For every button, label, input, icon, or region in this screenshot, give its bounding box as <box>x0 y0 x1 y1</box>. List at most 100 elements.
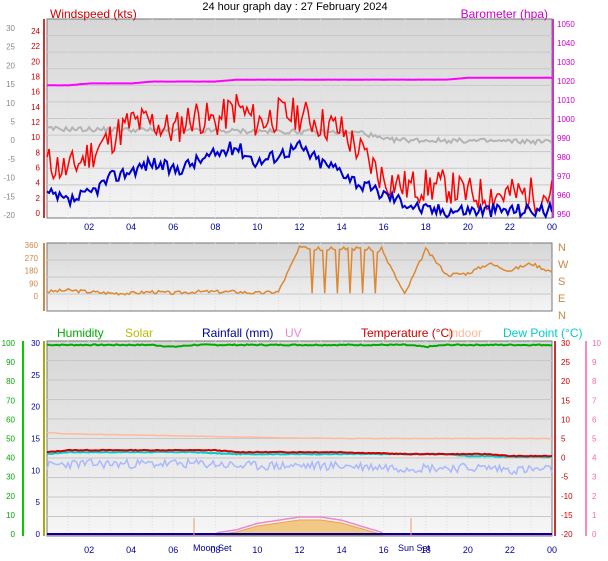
legend-dew-point: Dew Point (°C) <box>503 326 582 340</box>
temperature-tick-label: 0 <box>561 454 566 463</box>
direction-tick-label: 270 <box>25 254 39 263</box>
barometer-trace-line <box>46 125 553 146</box>
humidity-tick-label: 90 <box>6 358 15 367</box>
left-outer-tick-label: -5 <box>8 155 16 164</box>
uv-tick-label: 10 <box>592 339 601 348</box>
windspeed-tick-label: 22 <box>31 42 40 51</box>
humidity-tick-label: 50 <box>6 435 15 444</box>
x-tick-label-bottom: 18 <box>421 545 431 555</box>
solar-tick-label: 20 <box>31 403 40 412</box>
direction-tick-label: 0 <box>34 292 39 301</box>
x-tick-label-top: 04 <box>126 222 136 232</box>
barometer-tick-label: 1050 <box>557 20 575 29</box>
legend-temperature: Temperature (°C) <box>361 326 453 340</box>
feels-like-line <box>46 457 553 476</box>
uv-tick-label: 8 <box>592 377 597 386</box>
temperature-grid <box>47 341 552 536</box>
windspeed-tick-label: 24 <box>31 27 40 36</box>
uv-tick-label: 0 <box>592 530 597 539</box>
temperature-tick-label: 30 <box>561 339 570 348</box>
compass-label: E <box>558 293 565 305</box>
windspeed-tick-label: 12 <box>31 118 40 127</box>
x-tick-label-bottom: 20 <box>463 545 473 555</box>
legend-solar: Solar <box>125 326 153 340</box>
humidity-tick-label: 40 <box>6 454 15 463</box>
x-tick-label-top: 12 <box>294 222 304 232</box>
x-tick-label-bottom: 10 <box>252 545 262 555</box>
windspeed-tick-label: 2 <box>36 194 41 203</box>
left-outer-tick-label: -15 <box>3 192 15 201</box>
temperature-tick-label: 25 <box>561 358 570 367</box>
humidity-tick-label: 10 <box>6 511 15 520</box>
x-tick-label-bottom: 22 <box>505 545 515 555</box>
windspeed-label: Windspeed (kts) <box>50 7 137 21</box>
uv-tick-label: 6 <box>592 415 597 424</box>
compass-label: N <box>558 310 566 322</box>
legend-humidity: Humidity <box>57 326 104 340</box>
x-tick-label-top: 14 <box>337 222 347 232</box>
temperature-tick-label: -20 <box>561 530 573 539</box>
barometer-tick-label: 960 <box>557 191 571 200</box>
left-outer-tick-label: 5 <box>11 118 16 127</box>
barometer-tick-label: 970 <box>557 172 571 181</box>
temperature-tick-label: 10 <box>561 415 570 424</box>
x-tick-label-top: 22 <box>505 222 515 232</box>
humidity-tick-label: 60 <box>6 415 15 424</box>
barometer-tick-label: 1030 <box>557 58 575 67</box>
left-outer-tick-label: 20 <box>6 61 15 70</box>
uv-tick-label: 1 <box>592 511 597 520</box>
solar-tick-label: 30 <box>31 339 40 348</box>
x-tick-label-top: 16 <box>379 222 389 232</box>
temperature-panel: Humidity Solar Rainfall (mm) UV Temperat… <box>2 326 602 553</box>
x-tick-label-top: 02 <box>84 222 94 232</box>
temperature-tick-label: 15 <box>561 396 570 405</box>
uv-tick-label: 3 <box>592 473 597 482</box>
direction-tick-label: 360 <box>25 241 39 250</box>
left-outer-tick-label: 0 <box>11 136 16 145</box>
compass-label: N <box>558 242 566 254</box>
wind-direction-line <box>46 245 553 296</box>
windspeed-tick-label: 18 <box>31 73 40 82</box>
x-tick-label-top: 08 <box>210 222 220 232</box>
windspeed-tick-label: 8 <box>36 148 41 157</box>
temperature-line <box>46 448 553 458</box>
x-tick-label-bottom: 16 <box>379 545 389 555</box>
left-outer-tick-label: 15 <box>6 80 15 89</box>
legend-rainfall: Rainfall (mm) <box>202 326 273 340</box>
x-tick-label-bottom: 08 <box>210 545 220 555</box>
x-tick-label-top: 00 <box>547 222 557 232</box>
gust-line <box>46 94 553 214</box>
uv-tick-label: 4 <box>592 454 597 463</box>
wind-panel: Windspeed (kts) Barometer (hpa) 30252015… <box>3 7 575 220</box>
direction-grid <box>47 243 552 311</box>
wind-axis-ticks: 302520151050-5-10-15-2024222018161412108… <box>3 20 575 220</box>
windspeed-tick-label: 0 <box>36 209 41 218</box>
left-outer-tick-label: 10 <box>6 99 15 108</box>
x-tick-label-bottom: 00 <box>547 545 557 555</box>
x-tick-label-bottom: 02 <box>84 545 94 555</box>
uv-tick-label: 7 <box>592 396 597 405</box>
temperature-axis-ticks: 1009080706050403020100302520151050302520… <box>2 339 602 539</box>
sun-set-label: Sun Set <box>398 543 431 553</box>
barometer-tick-label: 1020 <box>557 77 575 86</box>
barometer-tick-label: 980 <box>557 153 571 162</box>
windspeed-tick-label: 6 <box>36 164 41 173</box>
windspeed-tick-label: 16 <box>31 88 40 97</box>
temperature-tick-label: -10 <box>561 492 573 501</box>
left-outer-tick-label: 25 <box>6 43 15 52</box>
solar-tick-label: 10 <box>31 466 40 475</box>
barometer-tick-label: 1040 <box>557 39 575 48</box>
windspeed-line <box>46 139 553 220</box>
left-outer-tick-label: -20 <box>3 211 15 220</box>
humidity-tick-label: 20 <box>6 492 15 501</box>
solar-tick-label: 25 <box>31 371 40 380</box>
indoor-temperature-line <box>46 431 552 440</box>
x-tick-label-bottom: 14 <box>337 545 347 555</box>
x-tick-label-bottom: 06 <box>168 545 178 555</box>
compass-label: S <box>558 276 565 288</box>
direction-tick-label: 90 <box>29 279 38 288</box>
windspeed-tick-label: 10 <box>31 133 40 142</box>
